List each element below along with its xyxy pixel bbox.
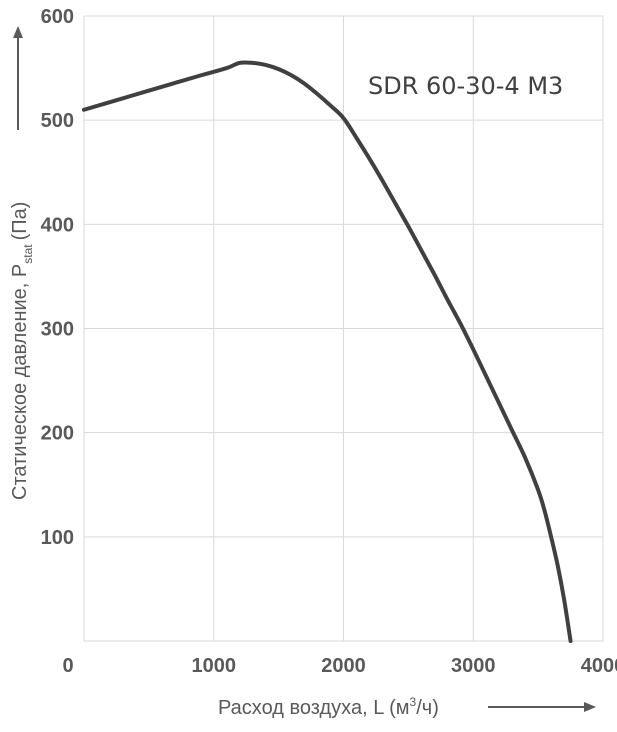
y-tick-label: 200 (41, 423, 74, 445)
x-axis-title-sup: 3 (410, 695, 417, 709)
x-axis-title-main: Расход воздуха, L (м (218, 697, 410, 719)
x-tick-label: 2000 (321, 655, 366, 677)
y-tick-labels: 100 200 300 400 500 600 (41, 6, 74, 549)
y-tick-label: 600 (41, 6, 74, 28)
x-tick-label: 4000 (581, 655, 617, 677)
x-tick-label: 1000 (192, 655, 237, 677)
series-line-0 (82, 60, 573, 643)
x-tick-label: 3000 (451, 655, 496, 677)
y-axis-title-main: Статическое давление, P (9, 264, 31, 500)
plot-frame (83, 15, 604, 642)
chart-annotation: SDR 60-30-4 M3 (368, 72, 563, 100)
y-axis-title-sub: stat (21, 244, 35, 264)
y-tick-label: 300 (41, 319, 74, 341)
x-axis-title-unit: /ч) (416, 697, 439, 719)
x-tick-label: 0 (62, 655, 73, 677)
x-tick-labels: 0 1000 2000 3000 4000 (62, 655, 617, 677)
y-axis-title-unit: (Па) (9, 202, 31, 241)
y-tick-label: 400 (41, 214, 74, 236)
y-tick-label: 100 (41, 527, 74, 549)
series-layer (82, 60, 573, 643)
y-tick-label: 500 (41, 110, 74, 132)
y-axis-title: Статическое давление, Pstat (Па) (9, 202, 35, 500)
x-axis-title: Расход воздуха, L (м3/ч) (218, 695, 439, 719)
